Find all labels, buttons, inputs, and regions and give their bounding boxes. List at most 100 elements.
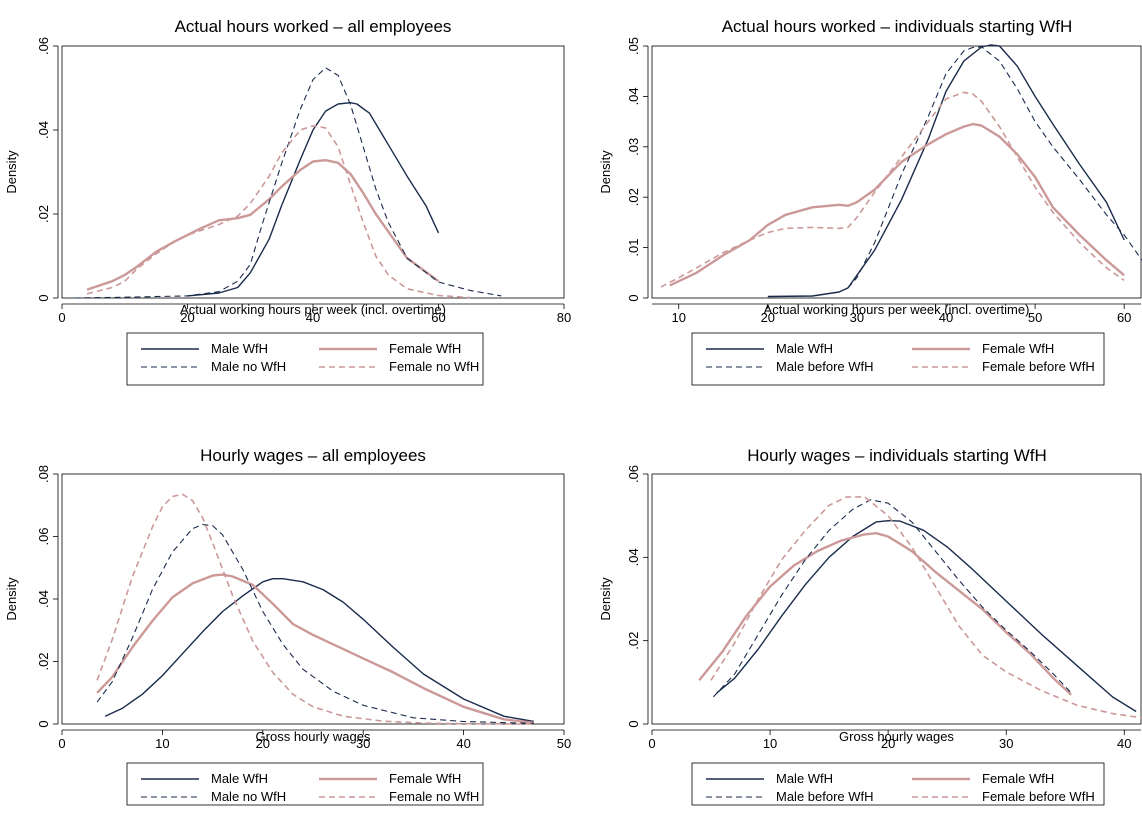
legend-label: Male WfH (211, 341, 268, 356)
y-tick-label: .06 (626, 465, 641, 483)
series-line-male-no-wfh (74, 67, 502, 299)
y-axis-label: Density (598, 150, 613, 194)
y-axis: 0 .02 .04 .06 Density (598, 465, 649, 728)
series-line-male-no-wfh (96, 524, 534, 724)
y-tick-label: .08 (36, 465, 51, 483)
legend-label: Female WfH (389, 771, 461, 786)
series-line-female-wfh (86, 159, 440, 291)
chart-title: Hourly wages – all employees (200, 446, 426, 465)
y-tick-label: .03 (626, 138, 641, 156)
plot-area (61, 45, 565, 299)
x-tick-label: 20 (180, 310, 194, 325)
series-line-male-wfh (104, 578, 535, 723)
series-group (96, 493, 535, 725)
y-axis: 0 .02 .04 .06 Density (4, 37, 59, 302)
series-line-female-before-wfh (710, 496, 1142, 719)
x-tick-label: 20 (881, 736, 895, 751)
legend-label: Female WfH (982, 771, 1054, 786)
x-axis: 0 10 20 30 40 50 Gross hourly wages (58, 729, 571, 751)
legend-label: Male no WfH (211, 789, 286, 804)
series-line-male-before-wfh (712, 499, 1072, 698)
x-tick-label: 0 (58, 310, 65, 325)
legend: Male WfH Female WfH Male before WfH Female … (691, 332, 1105, 386)
series-line-female-wfh (96, 573, 535, 724)
x-axis: 0 20 40 60 80 Actual working hours per week (… (58, 302, 571, 325)
legend-label: Male no WfH (211, 359, 286, 374)
legend-label: Male before WfH (776, 789, 874, 804)
y-axis-label: Density (4, 577, 19, 621)
plot-area (61, 473, 565, 725)
plot-area (651, 45, 1142, 299)
chart-panel-3: Hourly wages – all employees 0 10 20 30 40 50 G… (4, 446, 571, 806)
y-tick-label: .01 (626, 239, 641, 257)
legend-label: Male WfH (776, 771, 833, 786)
legend-label: Male WfH (776, 341, 833, 356)
y-tick-label: .04 (626, 548, 641, 566)
legend: Male WfH Female WfH Male before WfH Female … (691, 762, 1105, 806)
x-tick-label: 10 (763, 736, 777, 751)
legend: Male WfH Female WfH Male no WfH Female no W… (126, 762, 484, 806)
series-line-female-before-wfh (660, 91, 1125, 288)
legend-label: Female WfH (982, 341, 1054, 356)
series-line-male-before-wfh (847, 46, 1142, 289)
x-tick-label: 40 (1117, 736, 1131, 751)
x-tick-label: 0 (58, 736, 65, 751)
legend-label: Female before WfH (982, 789, 1095, 804)
x-tick-label: 60 (1117, 310, 1131, 325)
x-tick-label: 30 (356, 736, 370, 751)
y-axis: 0 .02 .04 .06 .08 Density (4, 465, 59, 728)
y-tick-label: .06 (36, 37, 51, 55)
x-tick-label: 20 (256, 736, 270, 751)
y-axis-label: Density (4, 150, 19, 194)
y-tick-label: 0 (626, 294, 641, 301)
y-tick-label: .02 (36, 652, 51, 670)
chart-panel-1: Actual hours worked – all employees 0 20 40… (4, 17, 571, 386)
series-group (74, 67, 502, 299)
x-tick-label: 0 (648, 736, 655, 751)
series-line-male-wfh (716, 520, 1137, 713)
chart-title: Actual hours worked – individuals starti… (722, 17, 1073, 36)
x-axis-label: Actual working hours per week (incl. ove… (764, 302, 1030, 317)
y-tick-label: .04 (626, 87, 641, 105)
x-tick-label: 10 (155, 736, 169, 751)
legend-label: Male before WfH (776, 359, 874, 374)
legend-label: Female WfH (389, 341, 461, 356)
legend-label: Female before WfH (982, 359, 1095, 374)
y-tick-label: .04 (36, 590, 51, 608)
y-tick-label: .02 (626, 632, 641, 650)
series-line-male-wfh (767, 44, 1125, 298)
x-tick-label: 40 (456, 736, 470, 751)
y-axis: 0 .01 .02 .03 .04 .05 Density (598, 37, 649, 302)
x-tick-label: 30 (999, 736, 1013, 751)
chart-panel-2: Actual hours worked – individuals starti… (598, 17, 1142, 386)
x-tick-label: 80 (557, 310, 571, 325)
series-group (698, 496, 1142, 719)
chart-title: Hourly wages – individuals starting WfH (747, 446, 1047, 465)
y-tick-label: .02 (36, 205, 51, 223)
chart-title: Actual hours worked – all employees (175, 17, 452, 36)
x-axis: 0 10 20 30 40 Gross hourly wages (648, 729, 1141, 751)
legend-label: Female no WfH (389, 359, 479, 374)
y-axis-label: Density (598, 577, 613, 621)
series-line-female-wfh (698, 532, 1073, 696)
x-axis-label: Gross hourly wages (839, 729, 954, 744)
y-tick-label: .04 (36, 121, 51, 139)
legend-label: Male WfH (211, 771, 268, 786)
x-tick-label: 50 (1028, 310, 1042, 325)
x-tick-label: 50 (557, 736, 571, 751)
series-line-female-no-wfh (86, 125, 470, 299)
x-tick-label: 60 (431, 310, 445, 325)
x-tick-label: 30 (850, 310, 864, 325)
legend: Male WfH Female WfH Male no WfH Female no W… (126, 332, 484, 386)
plot-area (651, 473, 1142, 725)
legend-label: Female no WfH (389, 789, 479, 804)
x-tick-label: 10 (671, 310, 685, 325)
y-tick-label: .06 (36, 527, 51, 545)
series-line-female-wfh (669, 122, 1125, 287)
x-tick-label: 40 (939, 310, 953, 325)
x-axis-label: Actual working hours per week (incl. ove… (180, 302, 446, 317)
y-tick-label: .05 (626, 37, 641, 55)
y-tick-label: 0 (36, 720, 51, 727)
y-tick-label: 0 (36, 294, 51, 301)
